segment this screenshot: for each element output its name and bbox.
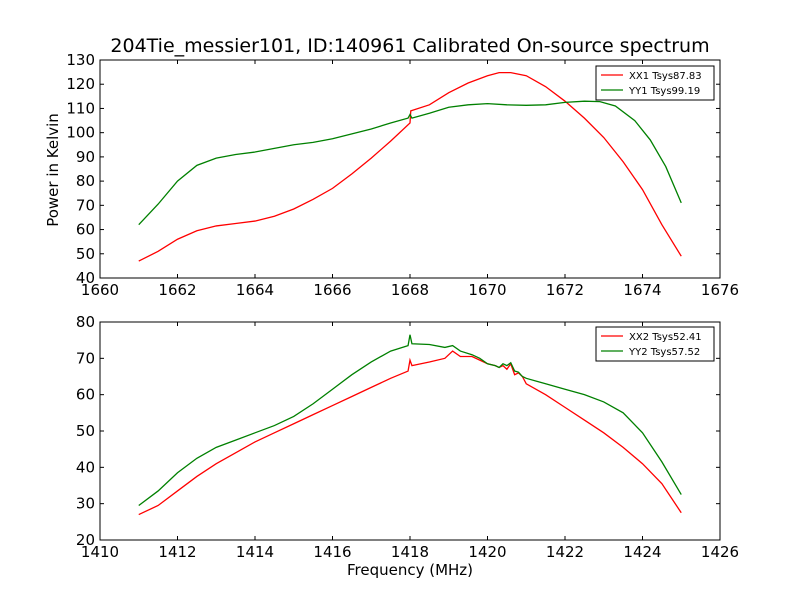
y-tick-label: 40 [76, 458, 95, 476]
x-tick-label: 1670 [468, 281, 506, 299]
legend-label: XX1 Tsys87.83 [629, 71, 702, 82]
y-tick-label: 80 [76, 172, 95, 190]
legend-box [595, 65, 715, 101]
legend-box [595, 326, 715, 362]
x-tick-label: 1674 [623, 281, 661, 299]
x-tick-label: 1418 [391, 543, 429, 561]
x-tick-label: 1410 [81, 543, 119, 561]
x-tick-label: 1420 [468, 543, 506, 561]
x-tick-label: 1664 [236, 281, 274, 299]
series-line-1-1 [138, 71, 682, 262]
y-tick-label: 40 [76, 269, 95, 287]
y-tick-label: 50 [76, 422, 95, 440]
y-tick-label: 30 [76, 495, 95, 513]
y-tick-label: 100 [66, 124, 95, 142]
x-tick-label: 1412 [158, 543, 196, 561]
x-tick-label: 1414 [236, 543, 274, 561]
series-line-2-1 [138, 350, 682, 516]
x-axis-label: Frequency (MHz) [346, 561, 474, 579]
y-tick-label: 20 [76, 531, 95, 549]
x-tick-label: 1426 [701, 543, 739, 561]
legend: XX1 Tsys87.83 YY1 Tsys99.19 [595, 65, 715, 101]
series-line-1-2 [138, 100, 682, 226]
y-tick-label: 60 [76, 221, 95, 239]
y-tick-label: 60 [76, 386, 95, 404]
y-tick-label: 70 [76, 196, 95, 214]
figure-title: 204Tie_messier101, ID:140961 Calibrated … [110, 35, 710, 57]
series-line-2-2 [138, 334, 682, 507]
x-tick-label: 1668 [391, 281, 429, 299]
plot-panel-2: 1410 1412 1414 1416 1418 1420 1422 1424 1426 20 30… [76, 313, 739, 561]
legend-label: YY1 Tsys99.19 [628, 86, 700, 97]
legend-label: XX2 Tsys52.41 [629, 332, 702, 343]
x-tick-label: 1424 [623, 543, 661, 561]
plot-panel-1: 1660 1662 1664 1666 1668 1670 1672 1674 1676 40 50… [66, 51, 739, 299]
y-tick-label: 120 [66, 75, 95, 93]
y-tick-label: 70 [76, 349, 95, 367]
x-tick-label: 1662 [158, 281, 196, 299]
x-tick-label: 1416 [313, 543, 351, 561]
y-tick-label: 90 [76, 148, 95, 166]
y-tick-label: 130 [66, 51, 95, 69]
y-tick-label: 80 [76, 313, 95, 331]
y-axis-label: Power in Kelvin [44, 113, 62, 227]
y-tick-label: 50 [76, 245, 95, 263]
y-tick-label: 110 [66, 99, 95, 117]
x-tick-label: 1660 [81, 281, 119, 299]
legend-label: YY2 Tsys57.52 [628, 347, 700, 358]
x-tick-label: 1666 [313, 281, 351, 299]
x-tick-label: 1672 [546, 281, 584, 299]
x-tick-label: 1676 [701, 281, 739, 299]
legend: XX2 Tsys52.41 YY2 Tsys57.52 [595, 326, 715, 362]
x-tick-label: 1422 [546, 543, 584, 561]
